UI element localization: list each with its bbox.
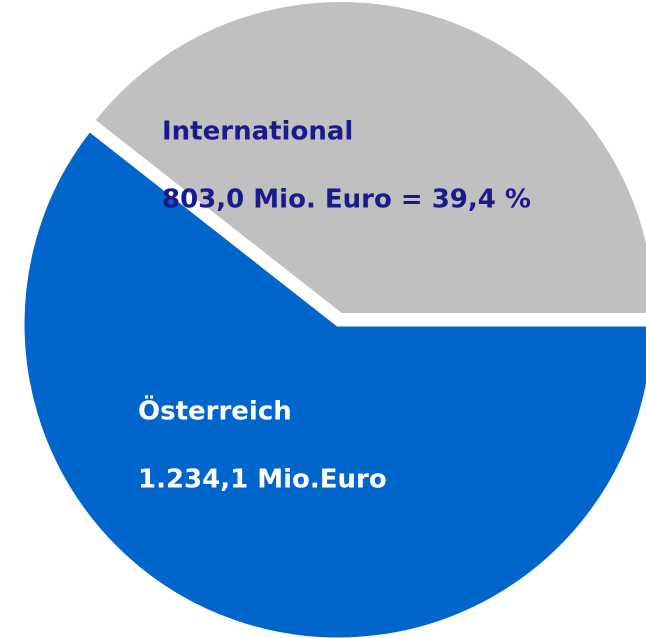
pie-slice (88, 0, 646, 318)
value-label: 1.234,1 Mio.Euro (138, 465, 387, 495)
value-label: 803,0 Mio. Euro = 39,4 % (162, 185, 531, 215)
slice-label: International (162, 117, 353, 147)
slice-label: Österreich (138, 394, 292, 427)
pie-slice (19, 125, 646, 638)
